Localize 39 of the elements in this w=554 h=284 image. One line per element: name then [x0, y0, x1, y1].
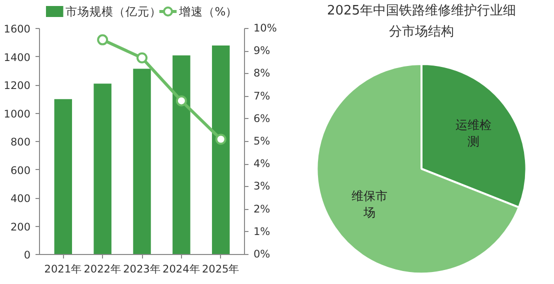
- y-tick-label: 400: [10, 193, 31, 205]
- y2-tick-label: 1%: [254, 226, 270, 238]
- y2-tick-label: 7%: [254, 90, 270, 102]
- y2-tick-label: 3%: [254, 180, 270, 193]
- y-tick-label: 1400: [4, 52, 31, 64]
- y2-tick-label: 0%: [254, 248, 270, 260]
- y2-tick-label: 8%: [254, 68, 270, 80]
- y-tick-label: 600: [10, 164, 31, 177]
- y-tick-label: 1600: [4, 24, 31, 36]
- y-tick-label: 1200: [4, 80, 31, 92]
- point: [97, 34, 108, 46]
- y-tick-label: 800: [10, 136, 31, 148]
- bar: [54, 99, 72, 254]
- y-tick-label: 1000: [4, 108, 31, 120]
- slice-label: 运维检测: [456, 118, 492, 149]
- y2-tick-label: 2%: [254, 203, 270, 216]
- y2-tick-label: 6%: [254, 112, 270, 125]
- y2-tick-label: 5%: [254, 136, 270, 148]
- y-tick-label: 200: [10, 221, 31, 234]
- y2-tick-label: 10%: [254, 22, 277, 34]
- x-tick-label: 2023年: [123, 264, 161, 276]
- legend-label: 市场规模（亿元）: [65, 4, 162, 18]
- x-tick-label: 2025年: [202, 264, 240, 276]
- chart-title: 2025年中国铁路维修维护行业细分市场结构: [326, 4, 516, 40]
- bar: [212, 45, 230, 254]
- x-tick-label: 2022年: [84, 264, 122, 276]
- y2-tick-label: 9%: [254, 45, 270, 58]
- bar: [94, 84, 112, 254]
- point: [176, 95, 187, 106]
- bar: [172, 55, 190, 254]
- slice-label: 维保市场: [351, 188, 388, 220]
- point: [136, 52, 148, 64]
- x-tick-label: 2021年: [44, 264, 82, 276]
- y-tick-label: 0: [24, 250, 31, 262]
- y2-tick-label: 4%: [254, 158, 270, 170]
- legend-label: 增速（%）: [178, 4, 238, 18]
- bar: [133, 68, 151, 254]
- x-tick-label: 2024年: [162, 264, 200, 276]
- point: [215, 134, 226, 145]
